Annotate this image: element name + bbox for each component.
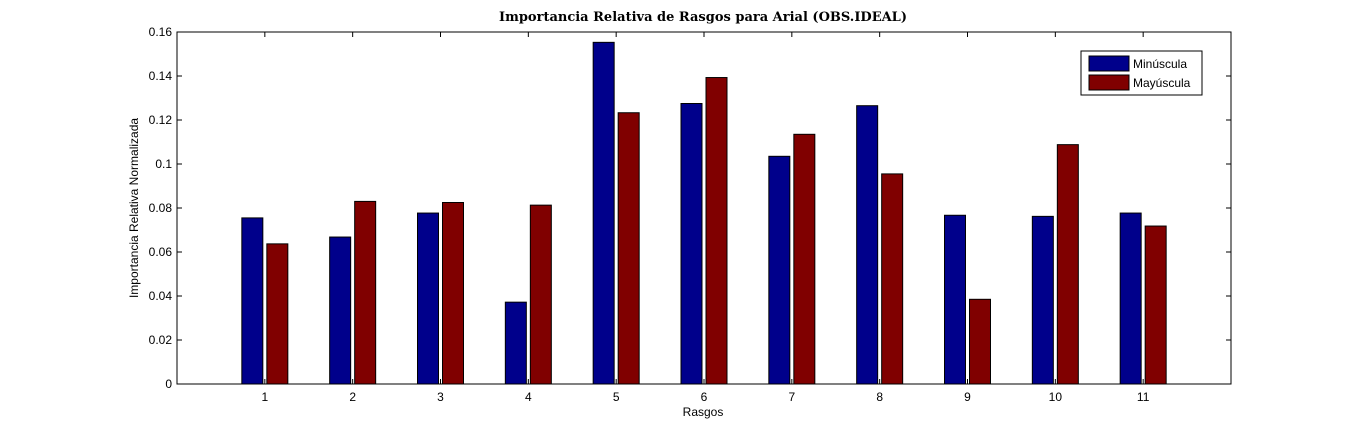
legend-label: Mayúscula (1133, 76, 1191, 90)
bar-minuscula-9 (944, 214, 966, 385)
y-tick-label: 0.12 (149, 113, 173, 127)
y-tick-label: 0 (165, 377, 172, 391)
bar-minuscula-6 (680, 103, 703, 385)
legend-label: Minúscula (1133, 57, 1187, 71)
legend: Minúscula Mayúscula (1080, 50, 1203, 96)
y-tick-label: 0.08 (149, 201, 173, 215)
bar-mayuscula-4 (529, 204, 552, 385)
bar-mayuscula-7 (793, 133, 816, 385)
x-axis-label: Rasgos (683, 405, 724, 419)
bar-minuscula-1 (241, 217, 264, 385)
bar-minuscula-5 (592, 41, 615, 385)
x-tick-label: 2 (349, 390, 356, 404)
bar-minuscula-4 (504, 301, 527, 385)
y-tick-label: 0.06 (149, 245, 173, 259)
y-tick-label: 0.02 (149, 333, 173, 347)
y-axis-label: Importancia Relativa Normalizada (127, 118, 141, 298)
bar-minuscula-2 (329, 236, 352, 385)
y-tick-label: 0.04 (149, 289, 173, 303)
bar-minuscula-11 (1119, 212, 1142, 385)
legend-swatch (1088, 55, 1130, 72)
x-tick-label: 10 (1049, 390, 1063, 404)
x-tick-label: 7 (788, 390, 795, 404)
y-tick-label: 0.16 (149, 25, 173, 39)
y-tick-label: 0.1 (155, 157, 172, 171)
x-tick-label: 9 (964, 390, 971, 404)
x-tick-label: 5 (613, 390, 620, 404)
x-tick-label: 11 (1137, 390, 1150, 404)
bar-minuscula-10 (1031, 215, 1054, 385)
bar-mayuscula-5 (617, 112, 640, 385)
x-tick-label: 4 (525, 390, 532, 404)
chart-title: Importancia Relativa de Rasgos para Aria… (499, 10, 907, 25)
bar-mayuscula-2 (354, 200, 377, 385)
y-tick-label: 0.14 (149, 69, 173, 83)
legend-swatch (1088, 74, 1130, 91)
bar-minuscula-8 (856, 105, 879, 385)
bar-mayuscula-6 (705, 77, 728, 385)
bar-mayuscula-1 (266, 243, 289, 385)
x-axis-ticks: 1 2 3 4 5 6 7 8 9 10 11 (261, 32, 1150, 404)
bar-mayuscula-3 (442, 202, 464, 385)
bar-mayuscula-9 (969, 298, 991, 385)
x-tick-label: 3 (437, 390, 444, 404)
bar-mayuscula-11 (1144, 225, 1167, 385)
bar-minuscula-7 (768, 155, 791, 385)
x-tick-label: 8 (876, 390, 883, 404)
bar-mayuscula-8 (881, 173, 904, 385)
x-tick-label: 6 (701, 390, 708, 404)
y-axis-ticks: 0 0.02 0.04 0.06 0.08 0.1 0.12 0.14 0.16 (149, 25, 1231, 391)
plot-area (176, 31, 1232, 385)
bars-group (241, 41, 1167, 385)
bar-minuscula-3 (417, 212, 439, 385)
x-tick-label: 1 (261, 390, 268, 404)
bar-mayuscula-10 (1056, 144, 1079, 385)
